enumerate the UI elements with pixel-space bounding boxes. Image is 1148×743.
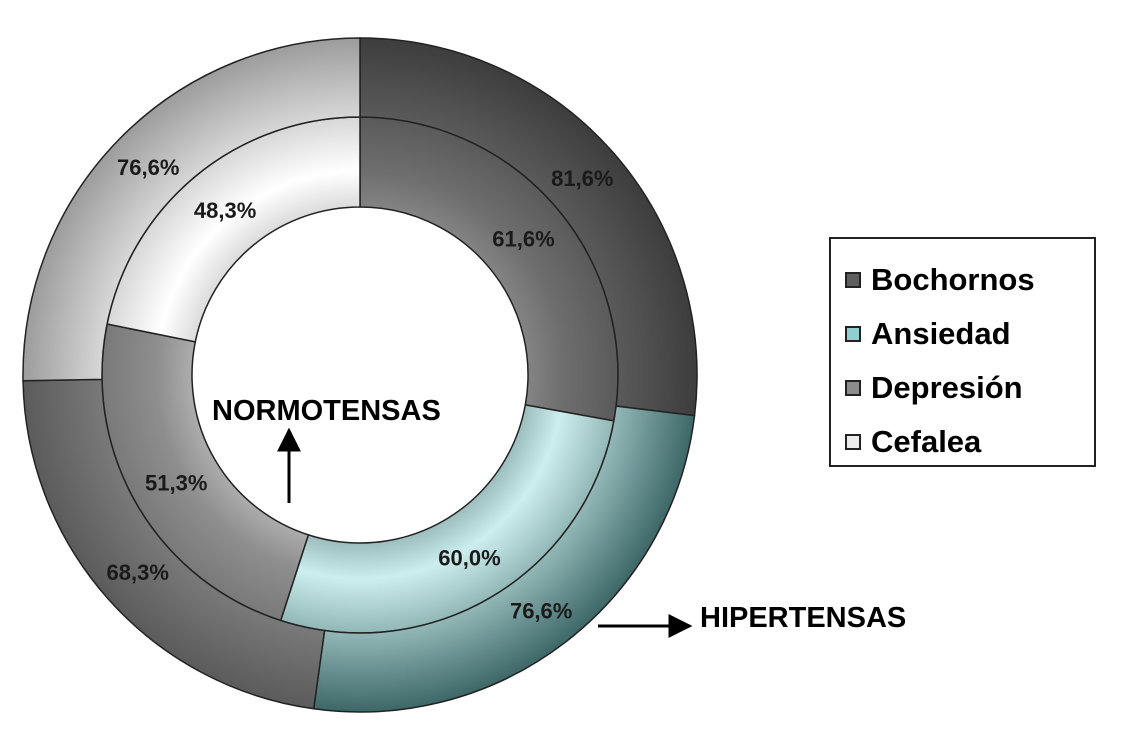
inner-label-cefalea: 48,3% <box>194 198 256 223</box>
data-labels: 61,6% 60,0% 51,3% 48,3% 81,6% 76,6% 68,3% 76,6% <box>107 155 614 624</box>
legend-item-cefalea: Cefalea <box>845 415 1094 469</box>
annotation-normotensas: NORMOTENSAS <box>212 395 441 427</box>
outer-slice-bochornos <box>359 37 698 417</box>
legend-label: Ansiedad <box>871 316 1011 351</box>
legend-swatch-depresion <box>845 380 861 396</box>
outer-label-bochornos: 81,6% <box>551 166 613 191</box>
inner-label-bochornos: 61,6% <box>492 226 554 251</box>
legend-swatch-bochornos <box>845 272 861 288</box>
outer-slice-cefalea <box>22 37 361 382</box>
outer-label-ansiedad: 76,6% <box>510 598 572 623</box>
outer-label-cefalea: 76,6% <box>117 155 179 180</box>
legend-item-ansiedad: Ansiedad <box>845 307 1094 361</box>
outer-ring-hipertensas <box>22 37 698 713</box>
legend-label: Cefalea <box>871 424 982 459</box>
legend: Bochornos Ansiedad Depresión Cefalea <box>829 237 1096 467</box>
legend-label: Bochornos <box>871 262 1035 297</box>
inner-label-depresion: 51,3% <box>145 471 207 496</box>
outer-label-depresion: 68,3% <box>107 560 169 585</box>
legend-item-depresion: Depresión <box>845 361 1094 415</box>
inner-ring-normotensas <box>101 116 619 634</box>
legend-swatch-ansiedad <box>845 326 861 342</box>
inner-label-ansiedad: 60,0% <box>438 546 500 571</box>
legend-label: Depresión <box>871 370 1023 405</box>
annotation-hipertensas: HIPERTENSAS <box>700 602 906 634</box>
legend-item-bochornos: Bochornos <box>845 253 1094 307</box>
legend-swatch-cefalea <box>845 434 861 450</box>
